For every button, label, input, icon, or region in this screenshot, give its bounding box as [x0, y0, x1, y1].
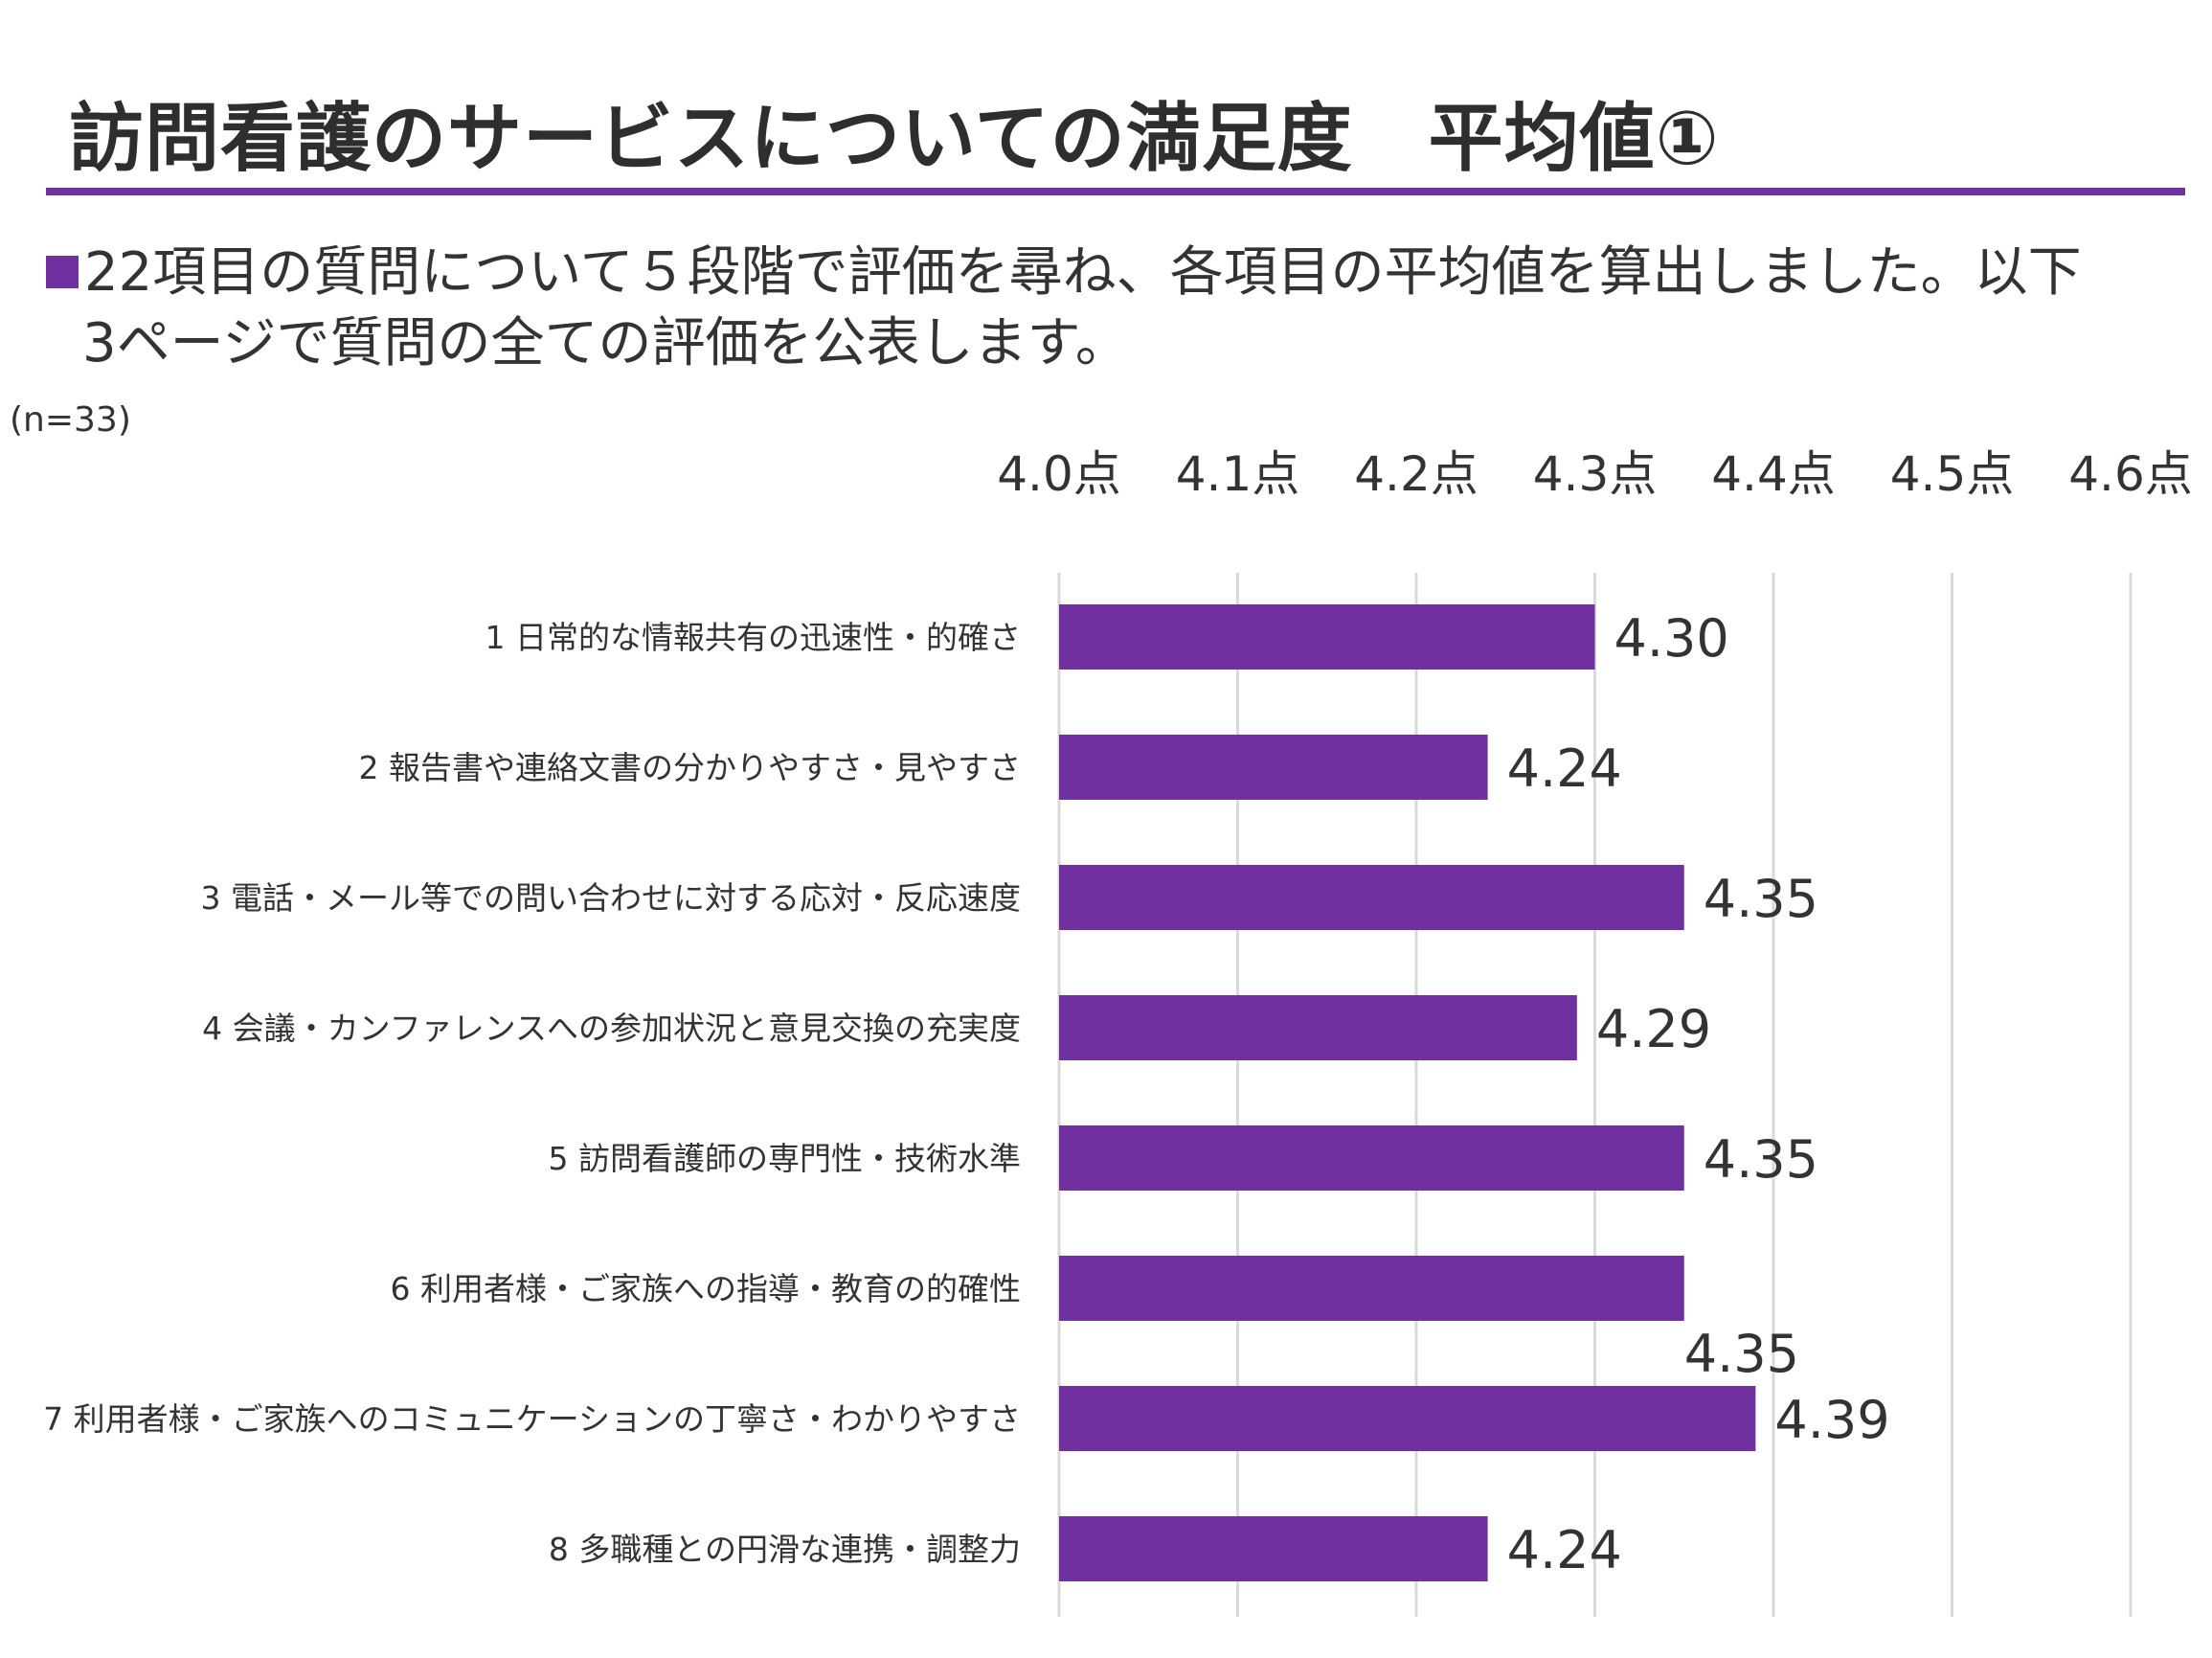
data-label: 4.24 [1507, 1520, 1622, 1580]
x-tick-label: 4.1点 [1176, 446, 1300, 502]
chart-tick-labels: 4.0点 4.1点 4.2点 4.3点 4.4点 4.5点 4.6点 [997, 446, 2193, 502]
x-tick-label: 4.6点 [2068, 446, 2193, 502]
bar [1059, 1256, 1684, 1321]
title-underline [46, 188, 2185, 195]
data-label: 4.39 [1774, 1390, 1889, 1450]
y-category-label: 6 利用者様・ご家族への指導・教育の的確性 [391, 1270, 1022, 1307]
y-category-label: 3 電話・メール等での問い合わせに対する応対・反応速度 [201, 879, 1022, 917]
data-label: 4.30 [1614, 608, 1729, 669]
bar [1059, 1386, 1756, 1451]
y-category-label: 8 多職種との円滑な連携・調整力 [549, 1531, 1021, 1568]
data-label: 4.35 [1704, 869, 1818, 929]
x-tick-label: 4.4点 [1711, 446, 1836, 502]
data-label: 4.35 [1684, 1324, 1799, 1384]
description-line-1: 22項目の質問について５段階で評価を尋ね、各項目の平均値を算出しました。以下 [46, 238, 2191, 308]
bullet-square-icon [46, 256, 79, 288]
bar [1059, 865, 1684, 930]
y-category-label: 2 報告書や連絡文書の分かりやすさ・見やすさ [359, 749, 1022, 786]
page-title: 訪問看護のサービスについての満足度 平均値① [69, 96, 1720, 182]
description-text-1: 22項目の質問について５段階で評価を尋ね、各項目の平均値を算出しました。以下 [84, 241, 2082, 304]
y-category-label: 1 日常的な情報共有の迅速性・的確さ [485, 619, 1022, 656]
bar [1059, 735, 1488, 800]
data-label: 4.35 [1704, 1129, 1818, 1190]
chart-gridlines [1057, 573, 2133, 1617]
y-category-label: 4 会議・カンファレンスへの参加状況と意見交換の充実度 [202, 1010, 1021, 1047]
x-tick-label: 4.3点 [1533, 446, 1658, 502]
bar [1059, 1516, 1488, 1581]
y-category-label: 7 利用者様・ご家族へのコミュニケーションの丁寧さ・わかりやすさ [43, 1400, 1021, 1438]
bar [1059, 604, 1595, 670]
description: 22項目の質問について５段階で評価を尋ね、各項目の平均値を算出しました。以下 3… [46, 238, 2191, 379]
chart-category-labels: 1 日常的な情報共有の迅速性・的確さ 2 報告書や連絡文書の分かりやすさ・見やすさ… [43, 619, 1021, 1568]
sample-size: (n=33) [10, 400, 131, 440]
data-label: 4.24 [1507, 738, 1622, 799]
x-tick-label: 4.5点 [1890, 446, 2015, 502]
bar [1059, 1125, 1684, 1191]
x-tick-label: 4.2点 [1354, 446, 1478, 502]
data-label: 4.29 [1596, 999, 1711, 1059]
x-tick-label: 4.0点 [997, 446, 1121, 502]
description-line-2: 3ページで質問の全ての評価を公表します。 [82, 312, 1129, 375]
y-category-label: 5 訪問看護師の専門性・技術水準 [549, 1140, 1022, 1177]
chart-bars [1059, 604, 1756, 1581]
chart-data-labels: 4.304.244.354.294.354.354.394.24 [1507, 608, 1890, 1580]
bar [1059, 995, 1577, 1060]
